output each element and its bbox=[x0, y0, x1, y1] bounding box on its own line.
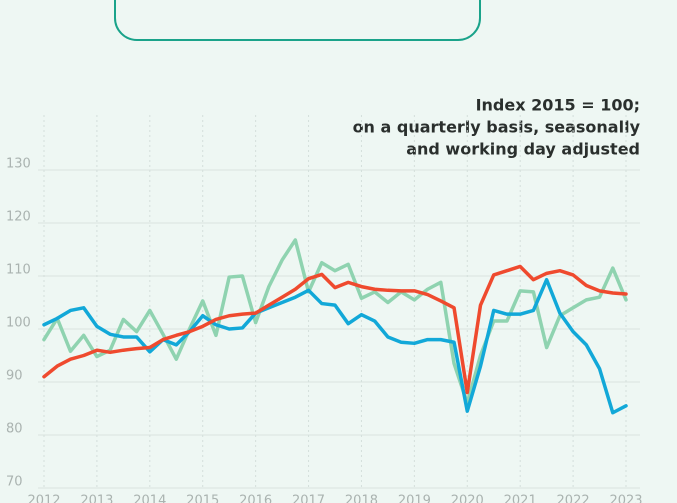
x-tick-label: 2018 bbox=[345, 494, 378, 503]
x-tick-label: 2013 bbox=[80, 494, 113, 503]
x-tick-label: 2017 bbox=[292, 494, 325, 503]
header-box bbox=[114, 0, 481, 41]
x-tick-label: 2019 bbox=[398, 494, 431, 503]
chart-title: and working day adjusted bbox=[406, 140, 640, 159]
x-tick-label: 2021 bbox=[504, 494, 537, 503]
y-tick-label: 130 bbox=[6, 157, 31, 172]
x-tick-label: 2012 bbox=[27, 494, 60, 503]
y-tick-label: 70 bbox=[6, 475, 23, 490]
x-tick-label: 2016 bbox=[239, 494, 272, 503]
chart-title: Index 2015 = 100; bbox=[476, 96, 640, 115]
y-tick-label: 80 bbox=[6, 422, 23, 437]
x-tick-label: 2020 bbox=[451, 494, 484, 503]
data-line bbox=[42, 277, 628, 415]
x-tick-label: 2014 bbox=[133, 494, 166, 503]
y-tick-label: 90 bbox=[6, 369, 23, 384]
chart-title: on a quarterly basis, seasonally bbox=[353, 118, 641, 137]
x-tick-label: 2015 bbox=[186, 494, 219, 503]
data-line bbox=[42, 238, 628, 405]
y-tick-label: 120 bbox=[6, 210, 31, 225]
y-tick-label: 110 bbox=[6, 263, 31, 278]
y-tick-label: 100 bbox=[6, 316, 31, 331]
data-line bbox=[42, 264, 628, 395]
x-tick-label: 2023 bbox=[609, 494, 642, 503]
x-tick-label: 2022 bbox=[557, 494, 590, 503]
